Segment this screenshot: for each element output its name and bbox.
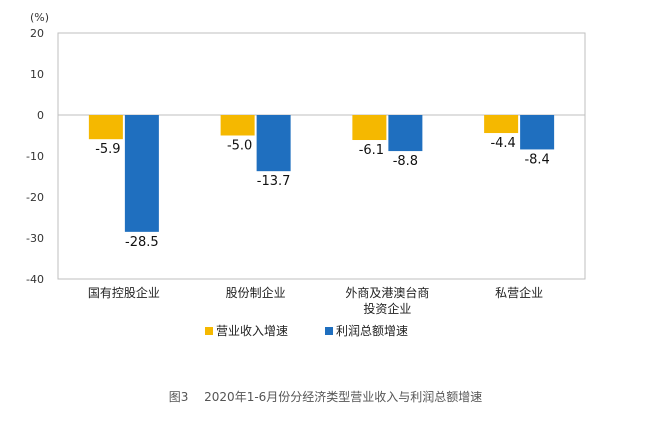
legend: 营业收入增速 利润总额增速 (205, 324, 408, 338)
plot-area (57, 32, 586, 280)
y-tick-label: 20 (30, 27, 44, 40)
y-axis: 20 10 0 -10 -20 -30 -40 (26, 27, 44, 286)
data-label: -8.8 (393, 154, 418, 169)
y-tick-label: 10 (30, 68, 44, 81)
category-label: 国有控股企业 (88, 285, 160, 300)
legend-swatch (325, 327, 333, 335)
bar (520, 115, 555, 150)
figure-caption: 图3 2020年1-6月份分经济类型营业收入与利润总额增速 (0, 388, 651, 405)
chart: (%) 20 10 0 -10 -20 -30 -40 -5.9 -28.5 -5.0 -13.7… (26, 11, 586, 338)
data-label: -28.5 (125, 235, 159, 250)
data-label: -5.9 (95, 142, 120, 157)
category-label: 投资企业 (363, 301, 411, 316)
legend-swatch (205, 327, 213, 335)
data-label: -13.7 (257, 174, 291, 189)
bar (124, 115, 159, 232)
bars: -5.9 -28.5 -5.0 -13.7 -6.1 -8.8 -4.4 -8.4 (88, 115, 555, 250)
legend-label: 营业收入增速 (216, 324, 288, 338)
bar (88, 115, 123, 140)
data-label: -4.4 (490, 136, 515, 151)
y-unit-label: (%) (30, 11, 49, 24)
bar (352, 115, 387, 141)
y-tick-label: -10 (26, 150, 44, 163)
y-tick-label: -30 (26, 232, 44, 245)
figure-number: 图3 (168, 390, 189, 404)
bar (256, 115, 291, 172)
legend-label: 利润总额增速 (336, 324, 408, 338)
y-tick-label: -40 (26, 273, 44, 286)
category-label: 私营企业 (495, 285, 543, 300)
category-label: 股份制企业 (226, 285, 286, 300)
figure-title: 2020年1-6月份分经济类型营业收入与利润总额增速 (204, 390, 483, 404)
y-tick-label: 0 (37, 109, 44, 122)
y-tick-label: -20 (26, 191, 44, 204)
data-label: -6.1 (359, 143, 384, 158)
bar (484, 115, 519, 134)
data-label: -5.0 (227, 139, 252, 154)
data-label: -8.4 (524, 152, 549, 167)
bar (220, 115, 255, 136)
bar (388, 115, 423, 152)
category-label: 外商及港澳台商 (345, 285, 429, 300)
